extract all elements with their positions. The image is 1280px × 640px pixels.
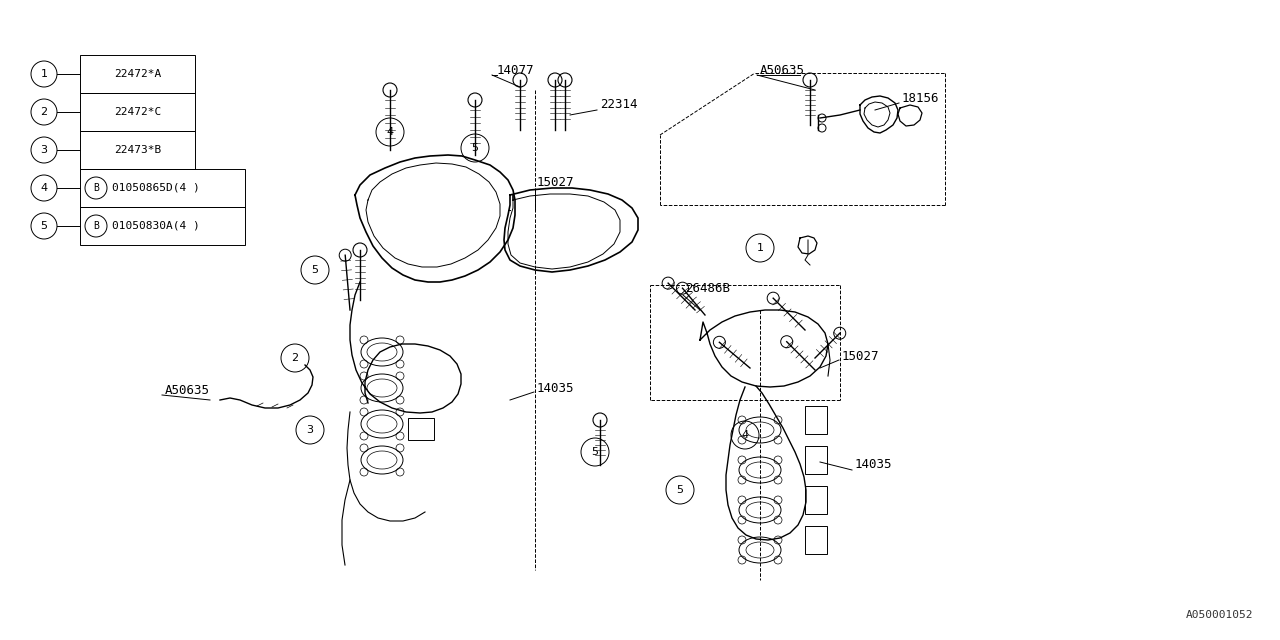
Text: 14035: 14035 — [538, 381, 575, 394]
Text: A50635: A50635 — [165, 383, 210, 397]
Text: 22473*B: 22473*B — [114, 145, 161, 155]
Text: 01050830A(4 ): 01050830A(4 ) — [113, 221, 200, 231]
Bar — [805, 446, 827, 474]
Text: 1: 1 — [41, 69, 47, 79]
Text: 3: 3 — [306, 425, 314, 435]
Text: 15027: 15027 — [538, 177, 575, 189]
Bar — [805, 486, 827, 514]
Bar — [79, 207, 244, 245]
Text: 2: 2 — [41, 107, 47, 117]
Text: 5: 5 — [311, 265, 319, 275]
Text: 14077: 14077 — [497, 63, 535, 77]
Text: 14035: 14035 — [855, 458, 892, 472]
Text: 22314: 22314 — [600, 99, 637, 111]
Text: 5: 5 — [471, 143, 479, 153]
Text: 22472*C: 22472*C — [114, 107, 161, 117]
Text: A50635: A50635 — [760, 63, 805, 77]
Text: A050001052: A050001052 — [1187, 610, 1253, 620]
Text: 5: 5 — [41, 221, 47, 231]
Text: 15027: 15027 — [842, 349, 879, 362]
Bar — [79, 93, 195, 131]
Text: 01050865D(4 ): 01050865D(4 ) — [113, 183, 200, 193]
Text: 18156: 18156 — [902, 92, 940, 104]
Text: 4: 4 — [741, 430, 749, 440]
Text: 22472*A: 22472*A — [114, 69, 161, 79]
Text: 3: 3 — [41, 145, 47, 155]
Text: 4: 4 — [387, 127, 393, 137]
Text: 4: 4 — [41, 183, 47, 193]
Text: B: B — [93, 221, 99, 231]
Bar — [805, 406, 827, 434]
Bar — [408, 418, 434, 440]
Bar — [79, 131, 195, 169]
Text: 5: 5 — [591, 447, 599, 457]
Text: 2: 2 — [292, 353, 298, 363]
Text: 1: 1 — [756, 243, 763, 253]
Bar — [79, 55, 195, 93]
Bar — [805, 526, 827, 554]
Text: 5: 5 — [677, 485, 684, 495]
Text: 26486B: 26486B — [685, 282, 730, 294]
Text: B: B — [93, 183, 99, 193]
Bar — [79, 169, 244, 207]
